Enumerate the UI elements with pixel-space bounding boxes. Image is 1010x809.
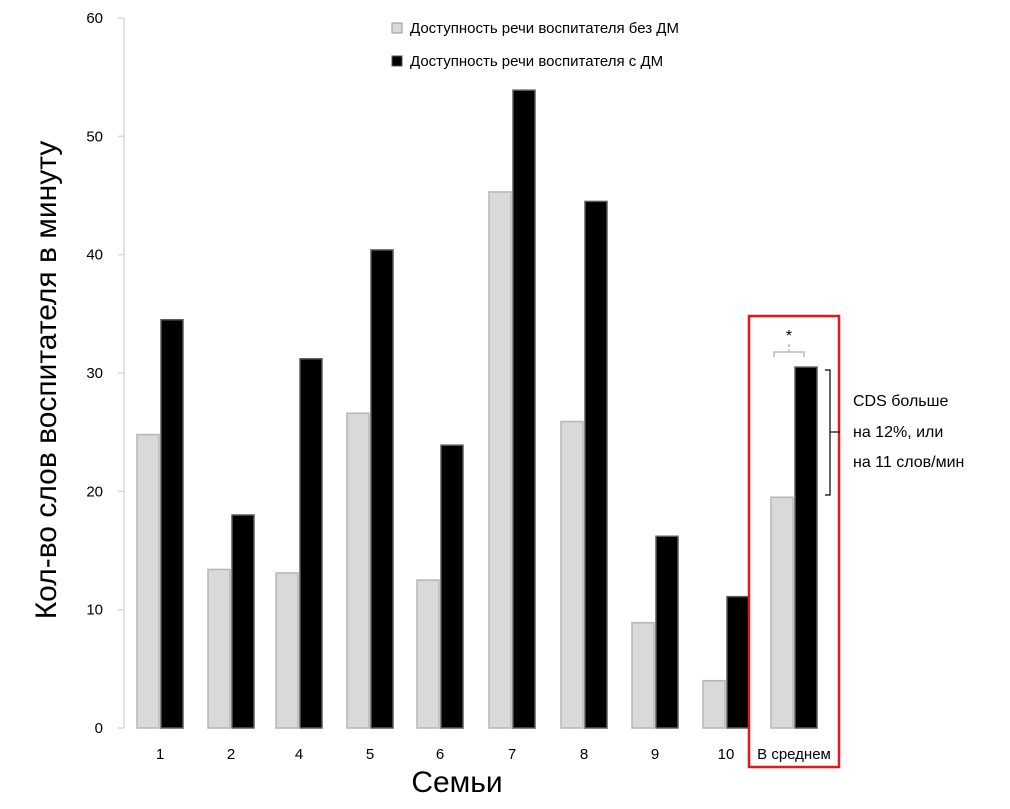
bar-with-dm-6: [440, 444, 464, 729]
y-axis-label: Кол-во слов воспитателя в минуту: [30, 141, 63, 620]
bar-without-dm-10: [702, 679, 726, 729]
bar-with-dm-4: [299, 358, 323, 729]
bar-without-dm-9: [631, 621, 655, 729]
y-tick-label: 20: [86, 483, 103, 500]
y-tick-label: 10: [86, 602, 103, 619]
difference-annotation: CDS больше на 12%, или на 11 слов/мин: [825, 369, 964, 496]
bar-with-dm-В-среднем: [794, 366, 818, 729]
bar-with-dm-8: [584, 200, 608, 729]
x-tick-labels: 1 2 4 5 6 7 8 9 10 В среднем: [156, 746, 831, 763]
y-tick-label: 0: [95, 720, 103, 737]
x-tick-label: 1: [156, 746, 164, 763]
bar-without-dm-4: [275, 572, 299, 729]
y-tick-labels: 0 10 20 30 40 50 60: [86, 10, 124, 737]
bar-with-dm-9: [655, 535, 679, 729]
bar-with-dm-7: [512, 89, 536, 729]
bar-without-dm-7: [488, 191, 512, 729]
x-tick-label: 7: [508, 746, 516, 763]
legend-swatch-with-dm: [391, 55, 403, 67]
legend: Доступность речи воспитателя без ДМ Дост…: [391, 20, 679, 70]
x-axis-label: Семьи: [411, 766, 502, 799]
x-tick-label: 10: [718, 746, 735, 763]
legend-swatch-without-dm: [391, 22, 403, 34]
bar-with-dm-1: [160, 319, 184, 729]
significance-bracket: *: [773, 328, 805, 357]
difference-note-line-3: на 11 слов/мин: [853, 454, 964, 471]
bar-without-dm-8: [560, 420, 584, 729]
bar-without-dm-5: [346, 412, 370, 729]
bars: [136, 89, 818, 729]
x-tick-label: 5: [366, 746, 374, 763]
x-tick-label: 6: [436, 746, 444, 763]
bar-without-dm-1: [136, 433, 160, 729]
y-tick-label: 40: [86, 247, 103, 264]
difference-note-line-2: на 12%, или: [853, 424, 943, 441]
difference-note-line-1: CDS больше: [853, 393, 948, 410]
y-tick-label: 50: [86, 128, 103, 145]
x-tick-label: 4: [295, 746, 303, 763]
x-tick-label: В среднем: [757, 746, 831, 763]
y-tick-label: 30: [86, 365, 103, 382]
x-tick-label: 9: [651, 746, 659, 763]
legend-label-with-dm: Доступность речи воспитателя с ДМ: [410, 53, 663, 70]
bar-with-dm-5: [370, 249, 394, 729]
y-tick-label: 60: [86, 10, 103, 27]
bar-with-dm-2: [231, 514, 255, 729]
bar-without-dm-2: [207, 568, 231, 729]
bar-with-dm-10: [726, 595, 750, 729]
x-tick-label: 8: [580, 746, 588, 763]
legend-label-without-dm: Доступность речи воспитателя без ДМ: [410, 20, 679, 37]
x-tick-label: 2: [227, 746, 235, 763]
bar-without-dm-6: [416, 579, 440, 729]
significance-marker: *: [786, 328, 792, 345]
bar-without-dm-В-среднем: [770, 496, 794, 729]
average-highlight-box: [747, 314, 841, 769]
